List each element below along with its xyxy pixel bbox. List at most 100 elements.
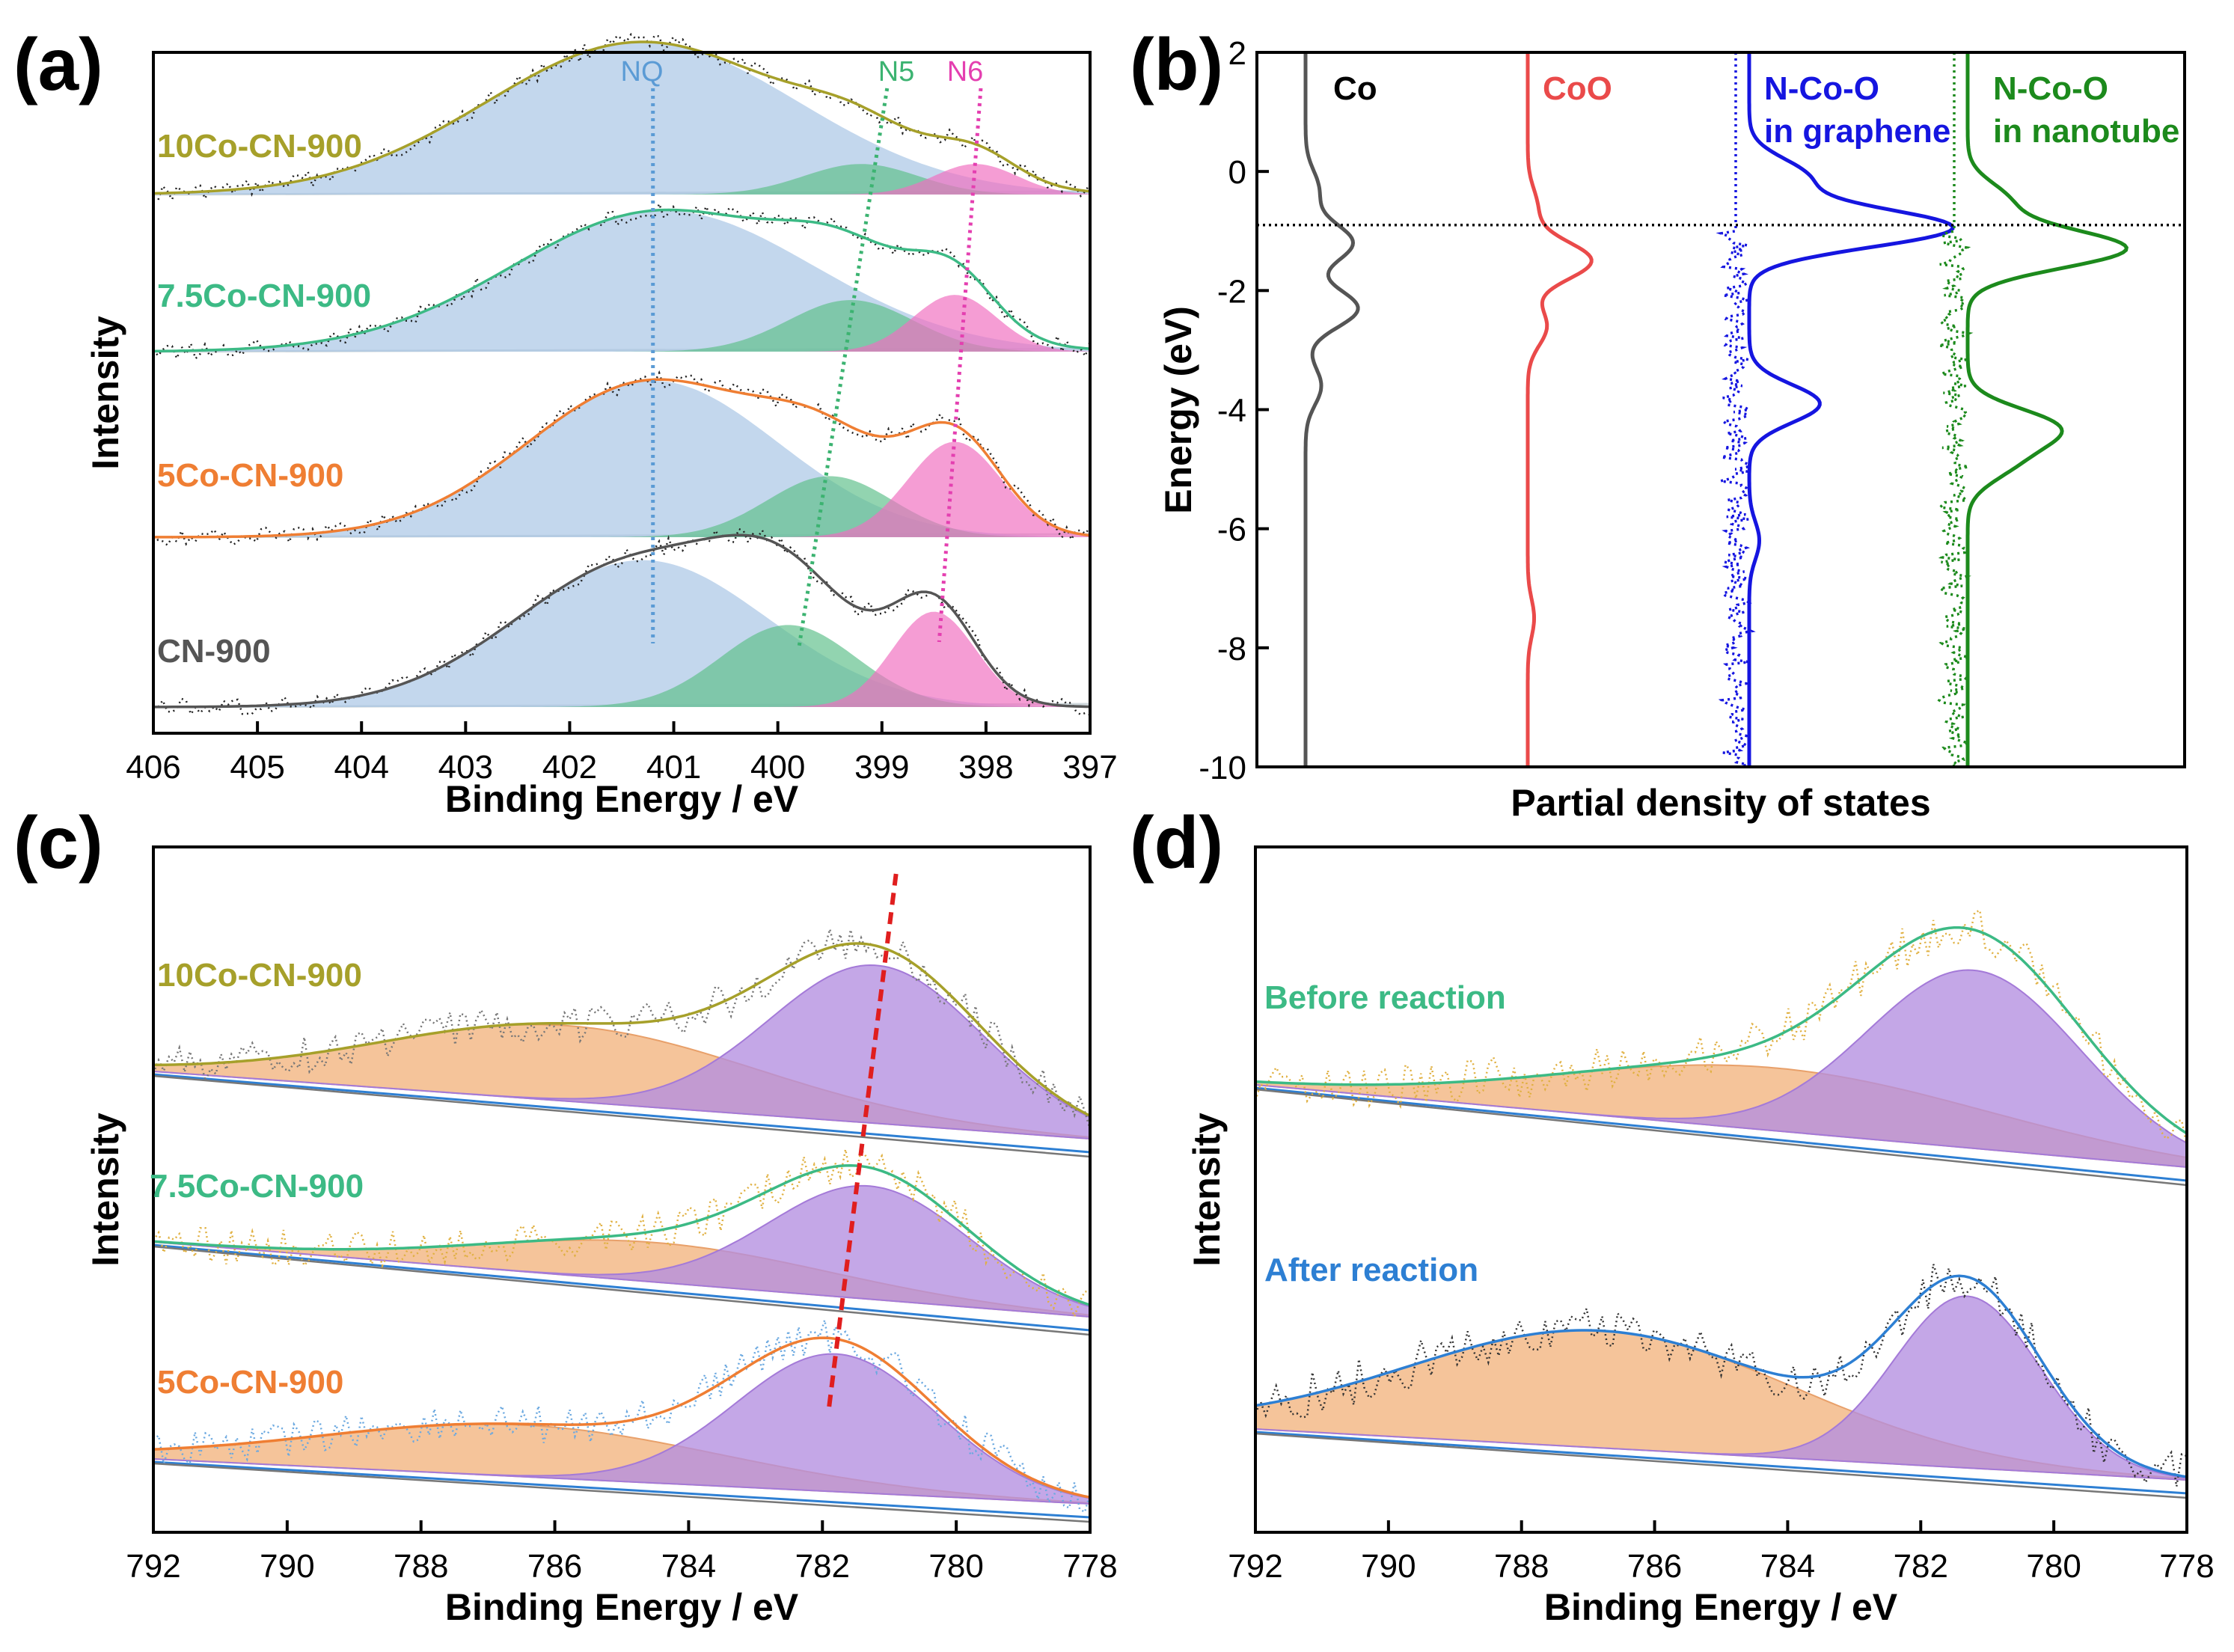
x-tick-label-C-plot-792: 792	[126, 1548, 180, 1585]
series-label-after: After reaction	[1264, 1252, 1478, 1288]
dos-label-graphene-1: N-Co-O	[1764, 70, 1879, 107]
panel-c-ylabel: Intensity	[85, 1113, 126, 1267]
x-tick-label-D-plot-778: 778	[2159, 1548, 2214, 1585]
background-line2-5co-cn-900	[153, 1462, 1091, 1523]
guide-line-n5	[797, 88, 890, 650]
dos-label-co: Co	[1333, 70, 1377, 107]
panel-b-y-ticks: 2 0 -2 -4 -6 -8 -10	[1199, 35, 1269, 786]
x-tick-label-D-plot-782: 782	[1894, 1548, 1948, 1585]
y-tick-label-b--8: -8	[1217, 631, 1246, 667]
peak-label-nq: NQ	[621, 56, 664, 88]
background-line2-10co-cn-900	[153, 1074, 1091, 1158]
peak-nq-cn-900	[153, 560, 1090, 707]
raw-data-5co-cn-900	[153, 1319, 1092, 1514]
peak-co-after-reaction	[1255, 1295, 2188, 1481]
x-tick-label-D-plot-792: 792	[1228, 1548, 1282, 1585]
background-line-5co-cn-900	[153, 1460, 1091, 1519]
series-label-cn-a: CN-900	[157, 633, 271, 670]
panel-c-frame	[152, 845, 1092, 1534]
dos-label-nanotube-2: in nanotube	[1993, 113, 2179, 150]
fit-line-7.5co-cn-900	[153, 208, 1091, 353]
peak-co-before-reaction	[1255, 969, 2188, 1169]
dos-label-coo: CoO	[1543, 70, 1612, 107]
panel-label-a: (a)	[13, 23, 103, 105]
guide-line-n6	[937, 88, 983, 643]
raw-data-cn-900	[153, 527, 1091, 717]
x-tick-label-a-403: 403	[438, 749, 493, 786]
dos-dotted-n-co-o-in-nanotube	[1936, 52, 1974, 768]
dos-curve-co	[1303, 52, 1360, 767]
fit-line-before-reaction	[1255, 926, 2188, 1135]
series-label-5co-c: 5Co-CN-900	[157, 1364, 343, 1401]
series-label-before: Before reaction	[1264, 979, 1506, 1016]
x-tick-label-D-plot-790: 790	[1361, 1548, 1416, 1585]
dos-dotted-n-co-o-in-graphene	[1716, 52, 1756, 768]
dos-curve-coo	[1525, 52, 1594, 767]
y-tick-label-b--4: -4	[1217, 393, 1246, 429]
series-label-7.5co-c: 7.5Co-CN-900	[150, 1168, 364, 1205]
x-tick-label-a-399: 399	[854, 749, 909, 786]
panel-d-plot-area	[1254, 909, 2188, 1499]
x-tick-label-a-406: 406	[126, 749, 180, 786]
series-label-7.5co-a: 7.5Co-CN-900	[157, 278, 371, 314]
peak-n5-5co-cn-900	[153, 476, 1090, 537]
raw-data-before-reaction	[1254, 909, 2188, 1146]
peak-n5-cn-900	[153, 625, 1090, 707]
panel-a-x-ticks: 406 405 404 403 402 401 400 399 398 397	[126, 721, 1118, 786]
background-line-10co-cn-900	[153, 1073, 1091, 1154]
series-label-10co-c: 10Co-CN-900	[157, 957, 362, 994]
panel-d-frame	[1254, 845, 2188, 1534]
panel-c-chart: 792 790 788 786 784 782 780 778 Binding Energy …	[85, 845, 1118, 1628]
peak-n6-5co-cn-900	[153, 441, 1090, 537]
fit-line-5co-cn-900	[153, 378, 1091, 539]
raw-data-10co-cn-900	[153, 32, 1092, 202]
panel-a-frame	[152, 51, 1092, 735]
panel-b-frame	[1255, 51, 2186, 768]
panel-d-x-ticks: 792 790 788 786 784 782 780 778	[1228, 1520, 2215, 1585]
peak-n6-cn-900	[153, 611, 1090, 707]
background-line-before-reaction	[1255, 1086, 2188, 1182]
panel-c-x-ticks: 792 790 788 786 784 782 780 778	[126, 1520, 1118, 1585]
dos-curve-n-co-o-in-graphene	[1747, 52, 1955, 767]
y-tick-label-b--2: -2	[1217, 273, 1246, 310]
x-tick-label-C-plot-790: 790	[260, 1548, 314, 1585]
peak-n5-7.5co-cn-900	[153, 300, 1090, 352]
panel-d-ylabel: Intensity	[1186, 1113, 1228, 1267]
background-line-after-reaction	[1255, 1431, 2188, 1495]
panel-label-c: (c)	[13, 801, 103, 884]
peak-n5-10co-cn-900	[153, 164, 1090, 195]
x-tick-label-D-plot-780: 780	[2026, 1548, 2081, 1585]
peak-nq-10co-cn-900	[153, 42, 1090, 195]
fit-line-5co-cn-900	[153, 1336, 1091, 1499]
y-tick-label-b-2: 2	[1228, 35, 1246, 72]
background-line2-after-reaction	[1255, 1432, 2188, 1499]
raw-data-after-reaction	[1254, 1264, 2188, 1487]
x-tick-label-D-plot-788: 788	[1494, 1548, 1549, 1585]
panel-a-xlabel: Binding Energy / eV	[445, 778, 799, 820]
y-tick-label-b-0: 0	[1228, 154, 1246, 191]
x-tick-label-C-plot-784: 784	[661, 1548, 716, 1585]
x-tick-label-C-plot-788: 788	[394, 1548, 448, 1585]
series-label-10co-a: 10Co-CN-900	[157, 128, 362, 165]
peak-shift-line	[827, 873, 899, 1407]
panel-c-plot-area	[152, 873, 1092, 1523]
panel-d-chart: 792 790 788 786 784 782 780 778 Binding Energy …	[1186, 845, 2215, 1628]
panel-a-chart: 406 405 404 403 402 401 400 399 398 397 Binding E…	[85, 32, 1118, 820]
x-tick-label-D-plot-784: 784	[1760, 1548, 1815, 1585]
peak-co-5co-cn-900	[153, 1353, 1091, 1505]
y-tick-label-b--10: -10	[1199, 750, 1246, 786]
fit-line-after-reaction	[1255, 1274, 2188, 1478]
background-line2-7.5co-cn-900	[153, 1245, 1091, 1336]
x-tick-label-a-400: 400	[750, 749, 805, 786]
background-line-7.5co-cn-900	[153, 1243, 1091, 1332]
panel-a-ylabel: Intensity	[85, 316, 126, 470]
panel-d-xlabel: Binding Energy / eV	[1544, 1586, 1898, 1628]
raw-data-7.5co-cn-900	[153, 201, 1092, 361]
panel-label-b: (b)	[1130, 23, 1223, 105]
panel-b-plot-area	[1257, 52, 2185, 768]
x-tick-label-C-plot-786: 786	[527, 1548, 582, 1585]
series-label-5co-a: 5Co-CN-900	[157, 457, 343, 494]
peak-label-n5: N5	[878, 56, 915, 88]
x-tick-label-C-plot-780: 780	[928, 1548, 983, 1585]
